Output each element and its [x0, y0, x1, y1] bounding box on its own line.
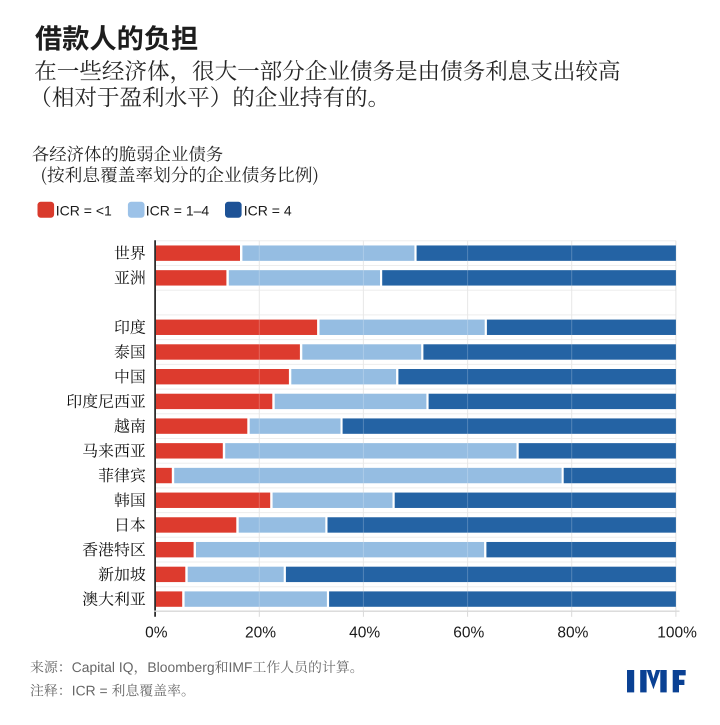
svg-text:ICR = 1–4: ICR = 1–4: [146, 202, 210, 218]
svg-text:80%: 80%: [557, 624, 588, 641]
svg-text:ICR = 4: ICR = 4: [244, 202, 292, 218]
svg-text:ICR = <1: ICR = <1: [56, 202, 112, 218]
svg-text:100%: 100%: [657, 624, 697, 641]
svg-text:20%: 20%: [245, 624, 276, 641]
svg-text:40%: 40%: [349, 624, 380, 641]
svg-text:60%: 60%: [453, 624, 484, 641]
svg-text:0%: 0%: [145, 624, 168, 641]
